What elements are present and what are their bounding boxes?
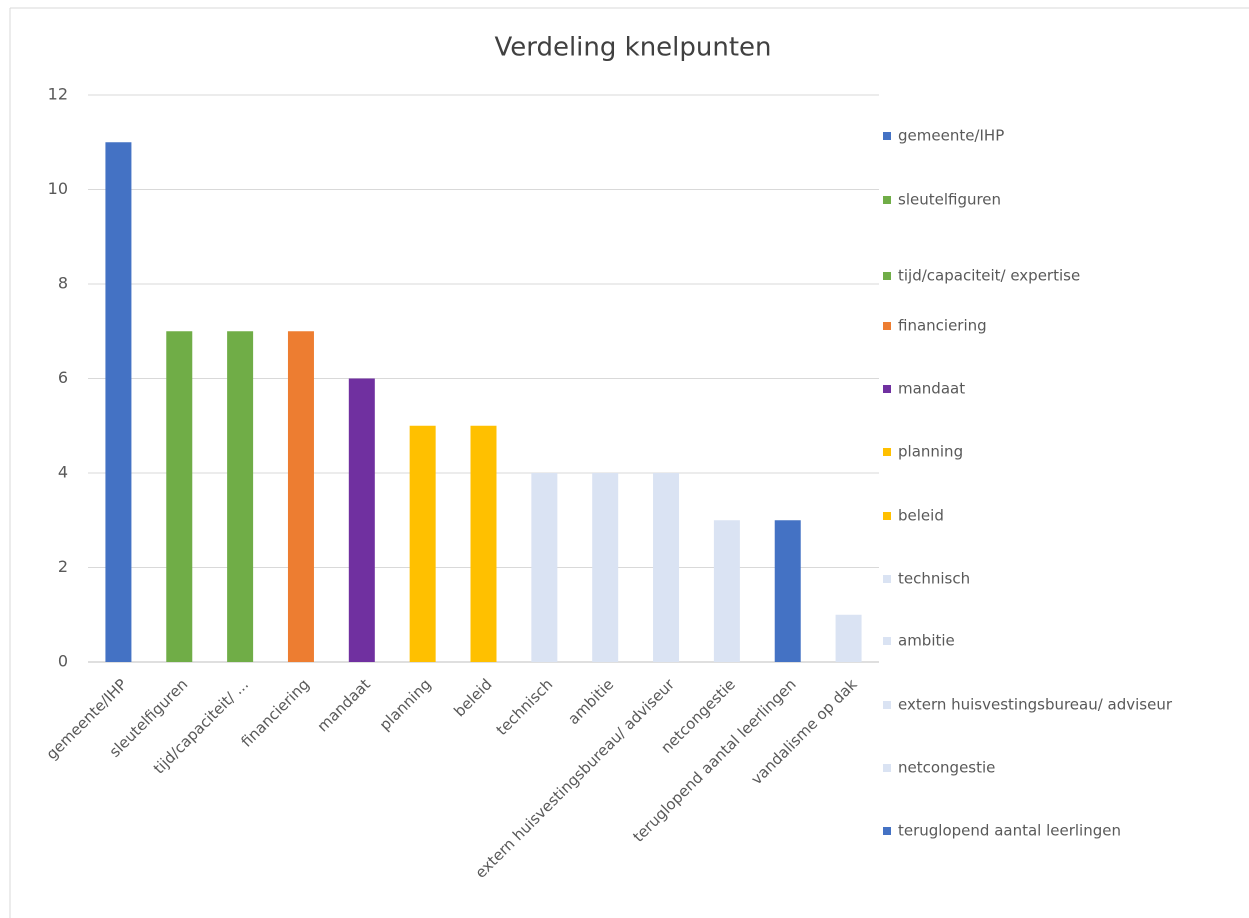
legend-label: tijd/capaciteit/ expertise xyxy=(898,267,1080,285)
legend-swatch xyxy=(883,637,891,645)
bar xyxy=(835,614,862,662)
legend-swatch xyxy=(883,196,891,204)
bar xyxy=(592,473,619,662)
legend-label: beleid xyxy=(898,507,944,525)
legend-swatch xyxy=(883,385,891,393)
x-tick-label: vandalisme op dak xyxy=(748,675,861,788)
legend-label: netcongestie xyxy=(898,759,995,777)
bar xyxy=(287,331,314,662)
bar xyxy=(105,142,132,662)
x-tick-label: beleid xyxy=(450,675,495,720)
bar xyxy=(531,473,558,662)
legend-label: mandaat xyxy=(898,380,965,398)
legend-swatch xyxy=(883,764,891,772)
y-tick-label: 2 xyxy=(58,557,68,576)
y-tick-label: 12 xyxy=(48,85,68,104)
bar xyxy=(227,331,254,662)
legend-swatch xyxy=(883,512,891,520)
legend-label: gemeente/IHP xyxy=(898,127,1004,145)
x-tick-label: ambitie xyxy=(564,675,617,728)
bar xyxy=(166,331,193,662)
bar xyxy=(653,473,680,662)
y-tick-label: 0 xyxy=(58,652,68,671)
legend-label: extern huisvestingsbureau/ adviseur xyxy=(898,696,1173,714)
legend-swatch xyxy=(883,132,891,140)
y-tick-label: 10 xyxy=(48,179,68,198)
legend-swatch xyxy=(883,701,891,709)
bar xyxy=(409,425,436,662)
legend-swatch xyxy=(883,827,891,835)
legend-label: planning xyxy=(898,443,963,461)
x-tick-label: mandaat xyxy=(314,675,374,735)
chart-title: Verdeling knelpunten xyxy=(494,33,771,63)
legend-label: technisch xyxy=(898,570,970,588)
y-tick-label: 4 xyxy=(58,463,68,482)
y-tick-label: 6 xyxy=(58,368,68,387)
legend-label: financiering xyxy=(898,317,987,335)
legend-swatch xyxy=(883,575,891,583)
bar xyxy=(713,520,740,662)
legend-swatch xyxy=(883,448,891,456)
legend-swatch xyxy=(883,272,891,280)
x-tick-label: technisch xyxy=(493,675,557,739)
legend-swatch xyxy=(883,322,891,330)
legend-label: ambitie xyxy=(898,632,955,650)
bar xyxy=(470,425,497,662)
legend-label: teruglopend aantal leerlingen xyxy=(898,822,1121,840)
bar xyxy=(774,520,801,662)
legend-label: sleutelfiguren xyxy=(898,191,1001,209)
y-tick-label: 8 xyxy=(58,274,68,293)
x-tick-label: planning xyxy=(376,675,435,734)
bar xyxy=(348,378,375,662)
